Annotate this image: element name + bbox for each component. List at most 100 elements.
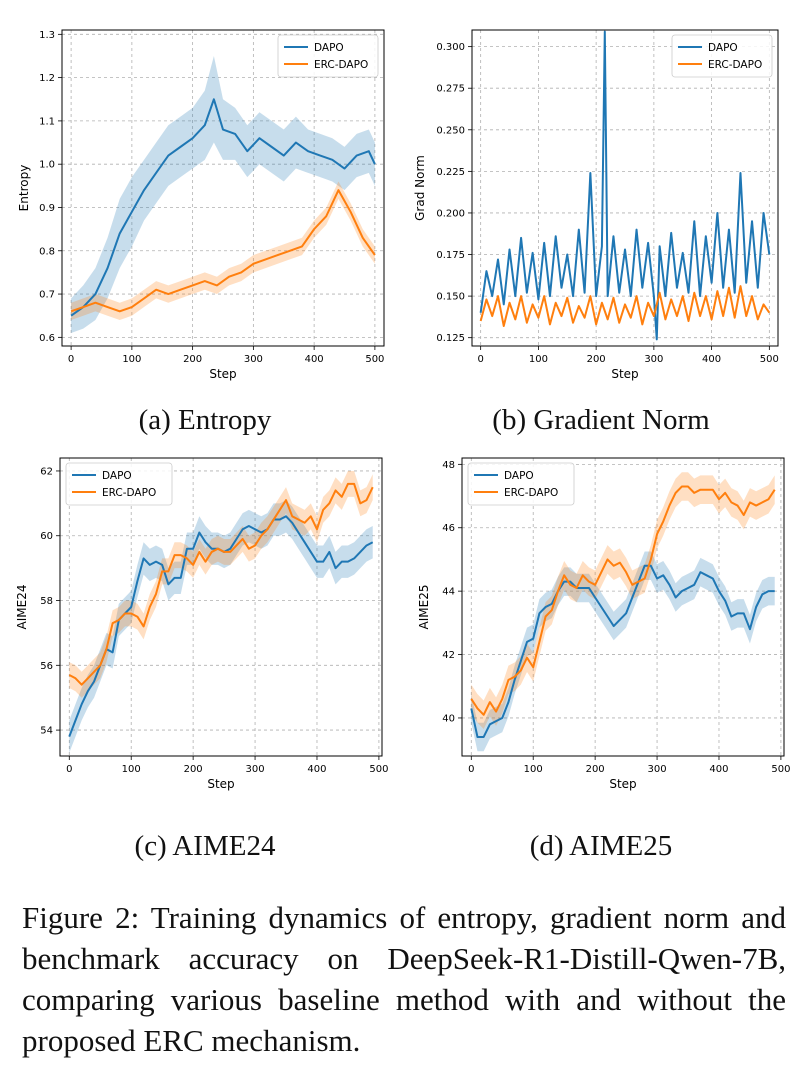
plot-frame: [59, 457, 383, 757]
chart-gradnorm: 0 100 200 300 400 500 0.125 0.150 0.175 0.200 0.22…: [413, 29, 779, 381]
series-band-erc-dapo: [471, 472, 775, 730]
legend-box: [467, 462, 575, 506]
legend-box: [671, 34, 773, 78]
legend: DAPO ERC-DAPO: [671, 34, 773, 78]
caption-d: (d) AIME25: [529, 830, 673, 862]
legend-label-dapo: DAPO: [504, 470, 534, 482]
x-tick-label: 400: [702, 354, 721, 365]
series-band-dapo: [471, 551, 775, 752]
panel-aime25: 0 100 200 300 400 500 40 42 44 46 48 Step AIME25 DAPO…: [402, 440, 804, 820]
y-tick-label: 0.250: [436, 125, 465, 136]
series-line-dapo: [479, 30, 771, 341]
x-tick-label: 200: [184, 764, 203, 775]
series-line-dapo: [70, 98, 376, 317]
y-axis-label: AIME25: [417, 585, 431, 630]
series-band-dapo: [69, 500, 373, 753]
legend: DAPO ERC-DAPO: [467, 462, 575, 506]
y-tick-label: 1.0: [39, 160, 55, 171]
caption-c: (c) AIME24: [134, 830, 276, 862]
x-tick-label: 400: [709, 764, 728, 775]
legend-label-erc-dapo: ERC-DAPO: [102, 487, 156, 499]
y-tick-label: 0.125: [436, 333, 465, 344]
y-tick-label: 0.225: [436, 167, 465, 178]
y-tick-label: 0.9: [39, 203, 55, 214]
x-tick-label: 100: [524, 764, 543, 775]
legend-label-dapo: DAPO: [102, 470, 132, 482]
legend-label-erc-dapo: ERC-DAPO: [504, 487, 558, 499]
y-tick-label: 0.7: [39, 290, 55, 301]
y-axis-label: Entropy: [17, 165, 31, 212]
y-tick-label: 1.1: [39, 116, 55, 127]
y-tick-label: 58: [40, 596, 53, 607]
x-tick-label: 100: [122, 764, 141, 775]
x-tick-label: 300: [644, 354, 663, 365]
series-line-erc-dapo: [470, 485, 776, 716]
legend-label-erc-dapo: ERC-DAPO: [314, 59, 368, 71]
y-tick-label: 48: [442, 460, 455, 471]
legend: DAPO ERC-DAPO: [65, 462, 173, 506]
x-tick-label: 0: [68, 354, 74, 365]
chart-entropy: 0 100 200 300 400 500 0.6 0.7 0.8 0.9 1.0 1.1 1.2 1.3…: [17, 29, 385, 381]
x-tick-label: 200: [587, 354, 606, 365]
series-line-erc-dapo: [70, 189, 376, 313]
y-tick-label: 40: [442, 713, 455, 724]
x-tick-label: 0: [477, 354, 483, 365]
x-tick-label: 500: [771, 764, 790, 775]
y-tick-label: 44: [442, 587, 455, 598]
chart-aime24: 0 100 200 300 400 500 54 56 58 60 62 Step AIME24 DAPO…: [15, 457, 388, 791]
y-tick-label: 1.2: [39, 73, 55, 84]
figure-caption: Figure 2: Training dynamics of entropy, …: [22, 900, 786, 1058]
plot-frame: [61, 29, 385, 347]
y-tick-label: 1.3: [39, 30, 55, 41]
legend-label-dapo: DAPO: [314, 42, 344, 54]
x-tick-label: 0: [468, 764, 474, 775]
y-tick-label: 0.200: [436, 208, 465, 219]
plot-frame: [471, 29, 779, 347]
plot-frame: [461, 457, 785, 757]
legend-box: [65, 462, 173, 506]
panel-entropy: 0 100 200 300 400 500 0.6 0.7 0.8 0.9 1.0 1.1 1.2 1.3…: [0, 0, 402, 400]
x-tick-label: 200: [586, 764, 605, 775]
series-line-erc-dapo: [68, 482, 374, 686]
caption-a: (a) Entropy: [138, 404, 272, 436]
x-tick-label: 100: [122, 354, 141, 365]
x-tick-label: 0: [66, 764, 72, 775]
series-band-erc-dapo: [69, 470, 373, 698]
legend-label-dapo: DAPO: [708, 42, 738, 54]
y-tick-label: 54: [40, 726, 53, 737]
legend: DAPO ERC-DAPO: [277, 34, 379, 78]
legend-label-erc-dapo: ERC-DAPO: [708, 59, 762, 71]
series-line-erc-dapo: [479, 285, 771, 328]
x-tick-label: 500: [760, 354, 779, 365]
x-axis-label: Step: [209, 367, 236, 381]
series-band-erc-dapo: [71, 181, 375, 321]
y-tick-label: 0.8: [39, 246, 55, 257]
x-tick-label: 300: [244, 354, 263, 365]
y-tick-label: 46: [442, 523, 455, 534]
x-tick-label: 300: [648, 764, 667, 775]
y-axis-label: Grad Norm: [413, 155, 427, 221]
x-tick-label: 200: [183, 354, 202, 365]
y-axis-label: AIME24: [15, 585, 29, 630]
y-tick-label: 60: [40, 531, 53, 542]
x-tick-label: 400: [305, 354, 324, 365]
y-tick-label: 62: [40, 466, 53, 477]
y-tick-label: 0.275: [436, 84, 465, 95]
caption-b: (b) Gradient Norm: [492, 404, 710, 436]
y-tick-label: 0.300: [436, 42, 465, 53]
x-tick-label: 500: [365, 354, 384, 365]
panel-aime24: 0 100 200 300 400 500 54 56 58 60 62 Step AIME24 DAPO…: [0, 440, 402, 820]
x-axis-label: Step: [207, 777, 234, 791]
x-tick-label: 500: [369, 764, 388, 775]
y-tick-label: 0.150: [436, 292, 465, 303]
series-band-dapo: [71, 55, 375, 334]
x-tick-label: 100: [529, 354, 548, 365]
chart-aime25: 0 100 200 300 400 500 40 42 44 46 48 Step AIME25 DAPO…: [417, 457, 790, 791]
x-tick-label: 400: [307, 764, 326, 775]
y-tick-label: 0.175: [436, 250, 465, 261]
panel-gradnorm: 0 100 200 300 400 500 0.125 0.150 0.175 0.200 0.22…: [402, 0, 804, 400]
x-axis-label: Step: [611, 367, 638, 381]
x-axis-label: Step: [609, 777, 636, 791]
y-tick-label: 56: [40, 661, 53, 672]
y-tick-label: 0.6: [39, 333, 55, 344]
